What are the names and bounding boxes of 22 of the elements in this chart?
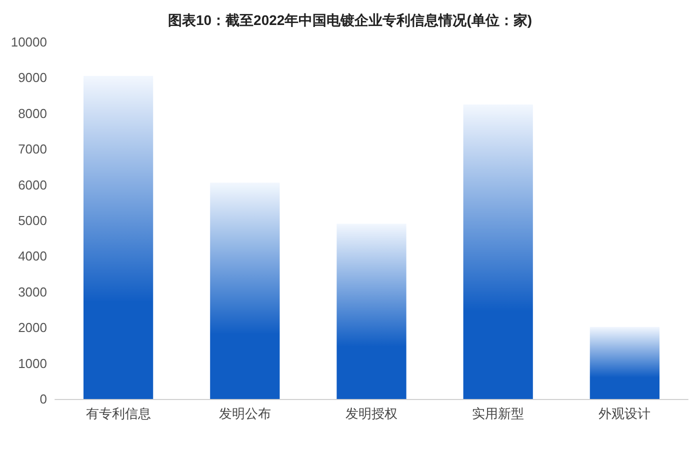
x-tick-label: 外观设计	[598, 406, 651, 421]
bar	[590, 326, 660, 399]
y-tick-label: 2000	[18, 320, 47, 336]
y-tick-label: 5000	[18, 213, 47, 228]
y-tick-label: 8000	[18, 106, 47, 121]
x-tick-label: 发明公布	[218, 406, 271, 421]
bar	[463, 104, 533, 399]
bar	[336, 224, 406, 399]
x-tick-label: 有专利信息	[86, 406, 151, 421]
x-tick-label: 发明授权	[346, 406, 398, 421]
y-tick-label: 4000	[18, 248, 47, 264]
y-tick-label: 3000	[18, 284, 47, 300]
y-tick-label: 0	[40, 392, 47, 406]
x-tick-label: 实用新型	[472, 406, 524, 421]
bar	[83, 76, 154, 399]
bar	[210, 182, 280, 399]
chart-title: 图表10：截至2022年中国电镀企业专利信息情况(单位：家)	[168, 12, 532, 28]
y-tick-label: 10000	[10, 34, 47, 50]
y-tick-label: 1000	[18, 356, 47, 371]
y-tick-label: 6000	[18, 177, 47, 192]
y-tick-label: 9000	[18, 70, 47, 86]
y-tick-label: 7000	[18, 142, 47, 157]
